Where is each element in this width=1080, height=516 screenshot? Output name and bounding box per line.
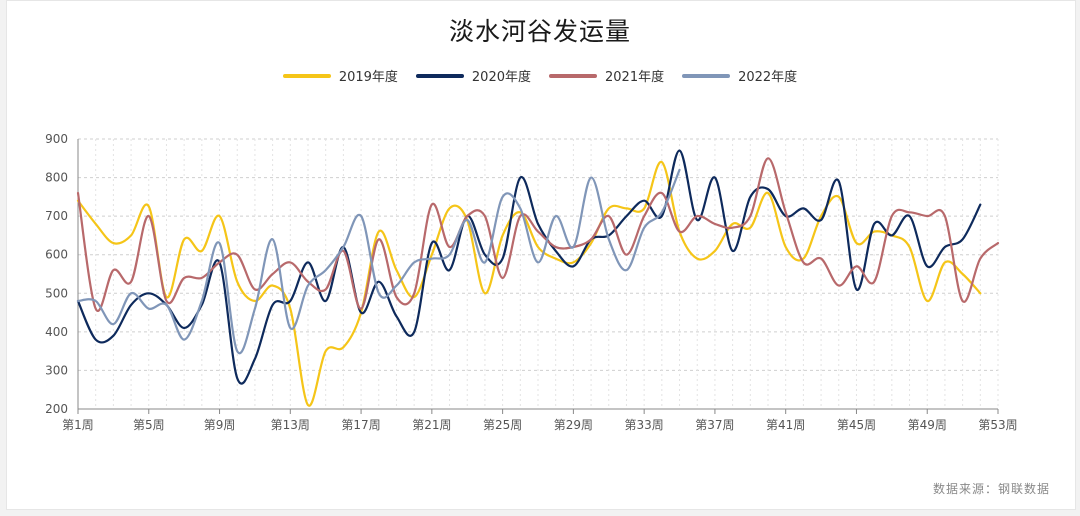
x-tick-label: 第17周 [341,418,380,432]
legend-label-2021: 2021年度 [605,70,665,85]
legend-swatch-2021 [549,73,597,78]
y-tick-label: 800 [45,171,68,185]
legend-item-2022[interactable]: 2022年度 [682,66,797,85]
x-tick-label: 第37周 [695,418,734,432]
y-tick-label: 600 [45,248,68,262]
x-tick-label: 第13周 [271,418,310,432]
x-tick-label: 第5周 [133,418,165,432]
legend-item-2019[interactable]: 2019年度 [282,66,398,85]
y-tick-label: 300 [45,363,68,377]
x-tick-label: 第33周 [625,418,664,432]
x-tick-label: 第41周 [766,418,805,432]
y-tick-label: 500 [45,286,68,300]
x-tick-label: 第29周 [554,418,593,432]
chart-title: 淡水河谷发运量 [448,17,631,46]
data-source: 数据来源：钢联数据 [932,482,1050,496]
legend-label-2022: 2022年度 [738,70,798,85]
legend-item-2020[interactable]: 2020年度 [415,66,531,85]
x-tick-label: 第9周 [204,418,236,432]
legend-swatch-2019 [282,73,331,78]
legend-item-2021[interactable]: 2021年度 [549,66,664,85]
x-tick-label: 第49周 [908,418,947,432]
x-tick-label: 第53周 [978,418,1017,432]
series-line-2020 [76,149,982,385]
x-tick-label: 第21周 [412,418,451,432]
legend-swatch-2022 [682,73,731,78]
legend-label-2019: 2019年度 [338,70,398,85]
legend: 2019年度 2020年度 2021年度 2022年度 [0,66,1080,85]
y-tick-label: 700 [45,209,68,223]
y-tick-label: 200 [45,402,68,416]
legend-swatch-2020 [415,73,464,78]
y-tick-label: 400 [45,325,68,339]
series-line-2019 [76,160,982,407]
series-line-2022 [76,168,681,355]
x-tick-label: 第45周 [837,418,876,432]
y-tick-label: 900 [45,132,68,146]
x-tick-label: 第1周 [62,418,94,432]
legend-label-2020: 2020年度 [471,70,531,85]
x-tick-label: 第25周 [483,418,522,432]
